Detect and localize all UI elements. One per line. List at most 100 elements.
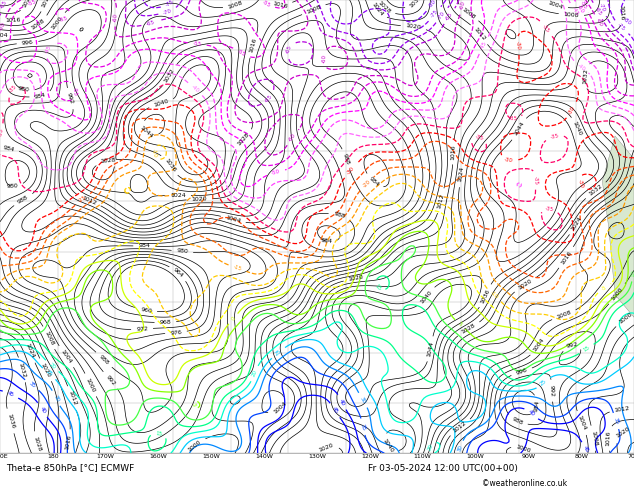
Text: 1044: 1044 [427, 341, 434, 357]
Text: -45: -45 [571, 6, 579, 17]
Text: -70: -70 [598, 2, 606, 13]
Text: 1020: 1020 [405, 24, 422, 31]
Text: -60: -60 [595, 18, 604, 28]
Text: 110W: 110W [414, 454, 432, 459]
Text: 1008: 1008 [590, 430, 598, 446]
Text: 1024: 1024 [25, 343, 36, 359]
Text: -65: -65 [146, 19, 155, 26]
Text: 1016: 1016 [451, 144, 456, 160]
Text: 996: 996 [22, 40, 34, 46]
Text: 90W: 90W [521, 454, 535, 459]
Text: 1020: 1020 [22, 0, 34, 8]
Text: 20: 20 [427, 443, 434, 452]
Text: 988: 988 [511, 416, 524, 426]
Text: 1004: 1004 [577, 415, 587, 431]
Text: -75: -75 [616, 23, 626, 32]
Text: 1028: 1028 [237, 132, 251, 147]
Polygon shape [602, 136, 634, 318]
Text: 1020: 1020 [40, 362, 51, 378]
Text: -75: -75 [164, 0, 175, 8]
Text: -35: -35 [533, 175, 538, 185]
Text: -40: -40 [576, 62, 586, 72]
Text: 1008: 1008 [556, 310, 572, 320]
Text: 1020: 1020 [191, 196, 207, 202]
Text: 45: 45 [6, 391, 15, 398]
Text: 15: 15 [582, 345, 591, 353]
Text: 980: 980 [176, 248, 188, 254]
Text: 1016: 1016 [272, 1, 288, 9]
Text: -35: -35 [550, 133, 559, 140]
Text: -35: -35 [541, 24, 550, 33]
Text: -60: -60 [288, 132, 297, 143]
Text: -75: -75 [430, 9, 439, 19]
Text: 1024: 1024 [370, 1, 384, 17]
Text: 1012: 1012 [473, 26, 487, 42]
Text: Theta-e 850hPa [°C] ECMWF: Theta-e 850hPa [°C] ECMWF [6, 464, 134, 472]
Text: 984: 984 [533, 399, 540, 412]
Text: 1020: 1020 [318, 442, 335, 453]
Text: 30: 30 [52, 394, 60, 402]
Text: 25: 25 [539, 379, 548, 387]
Text: 988: 988 [342, 153, 351, 166]
Text: -15: -15 [233, 264, 243, 272]
Text: -35: -35 [8, 84, 18, 94]
Text: 988: 988 [17, 195, 30, 205]
Text: 1000: 1000 [618, 312, 634, 325]
Text: 980: 980 [7, 184, 19, 189]
Text: -50: -50 [576, 4, 585, 15]
Text: 1040: 1040 [419, 290, 433, 304]
Text: 1008: 1008 [227, 0, 243, 9]
Text: 988: 988 [98, 354, 110, 366]
Text: 1032: 1032 [164, 68, 176, 83]
Text: 1028: 1028 [377, 0, 391, 15]
Text: 1000: 1000 [187, 439, 202, 452]
Text: -60: -60 [0, 22, 7, 32]
Text: 980: 980 [17, 86, 30, 93]
Text: -55: -55 [579, 0, 588, 10]
Text: 45: 45 [582, 445, 590, 454]
Text: 30: 30 [456, 444, 463, 453]
Text: 1036: 1036 [6, 413, 15, 429]
Text: -30: -30 [515, 41, 521, 50]
Text: -35: -35 [545, 206, 554, 212]
Text: 40: 40 [338, 398, 346, 406]
Text: 1012: 1012 [437, 193, 445, 209]
Text: 1040: 1040 [572, 121, 583, 137]
Text: -65: -65 [285, 44, 293, 54]
Text: 992: 992 [549, 385, 555, 397]
Text: -20: -20 [362, 179, 372, 189]
Text: 984: 984 [368, 176, 380, 188]
Text: 1028: 1028 [461, 323, 477, 335]
Text: 35: 35 [360, 423, 366, 431]
Text: 5: 5 [190, 402, 196, 407]
Text: 1008: 1008 [460, 6, 476, 20]
Text: -60: -60 [460, 0, 467, 11]
Text: -35: -35 [0, 128, 5, 138]
Text: 1012: 1012 [614, 406, 630, 413]
Text: 100W: 100W [467, 454, 484, 459]
Text: -65: -65 [264, 94, 274, 103]
Text: 1004: 1004 [60, 349, 73, 365]
Text: 972: 972 [136, 326, 148, 332]
Text: 1020: 1020 [348, 275, 365, 282]
Text: -25: -25 [77, 195, 87, 204]
Text: -65: -65 [593, 6, 602, 16]
Text: 1024: 1024 [458, 166, 465, 183]
Text: 1000: 1000 [51, 15, 64, 30]
Text: -30: -30 [346, 166, 356, 176]
Text: 1036: 1036 [163, 157, 177, 173]
Text: 1004: 1004 [273, 401, 287, 415]
Text: -30: -30 [504, 157, 514, 164]
Text: 120W: 120W [361, 454, 378, 459]
Text: 1028: 1028 [100, 158, 116, 164]
Text: 984: 984 [2, 145, 15, 152]
Text: 40: 40 [527, 409, 536, 417]
Text: 20: 20 [251, 369, 258, 378]
Text: 140W: 140W [256, 454, 273, 459]
Text: 80W: 80W [574, 454, 588, 459]
Text: -45: -45 [479, 40, 488, 50]
Text: 45: 45 [331, 406, 339, 415]
Text: 988: 988 [333, 212, 346, 220]
Text: -30: -30 [576, 179, 585, 189]
Text: 1040: 1040 [381, 438, 394, 454]
